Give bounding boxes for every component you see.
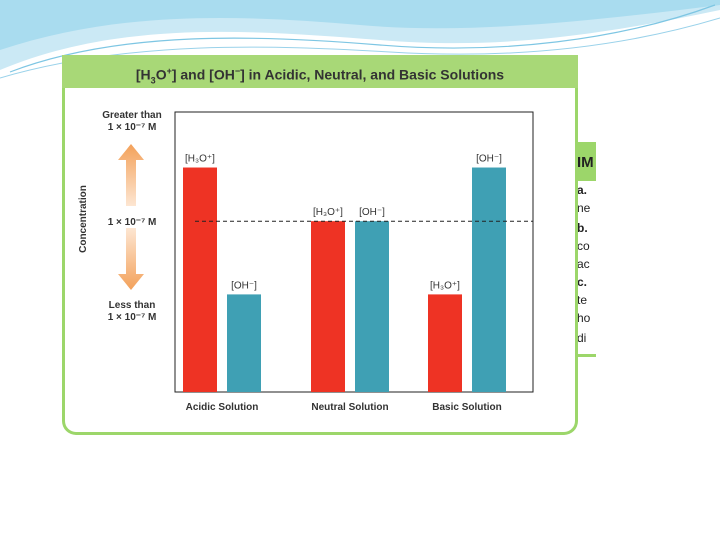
x-tick-label: Basic Solution [432,402,501,413]
concentration-bar-chart: Concentration [H₃O⁺] [OH⁻] [H₃O⁺] [OH⁻] [H₃O… [78,110,534,413]
y-tick-label: Greater than [102,110,161,121]
bar-label: [OH⁻] [231,280,257,291]
y-axis-arrow [118,144,144,290]
side-card-line: b. [577,221,588,235]
page-background-right [588,130,720,370]
bar-oh-2 [472,167,506,392]
chart-title: [H3O+] and [OH−] in Acidic, Neutral, and… [135,66,505,86]
bar-label: [H₃O⁺] [430,280,460,291]
x-tick-label: Neutral Solution [311,402,388,413]
bar-oh-0 [227,294,261,392]
side-card-line: ne [577,201,591,215]
side-card-header-text: IM [577,154,594,171]
y-axis-label: Concentration [78,185,89,253]
bar-label: [H₃O⁺] [313,207,343,218]
bar-label: [OH⁻] [476,154,502,165]
x-tick-label: Acidic Solution [186,402,259,413]
chart-title-bar: [H3O+] and [OH−] in Acidic, Neutral, and… [62,55,578,88]
bar-label: [OH⁻] [359,207,385,218]
bar-oh-1 [355,221,389,392]
side-card-line: ho [577,311,591,325]
bar-h3o-0 [183,167,217,392]
decorative-swoosh [0,0,720,79]
y-tick-label: 1 × 10⁻⁷ M [108,217,157,228]
y-tick-label: 1 × 10⁻⁷ M [108,122,157,133]
y-tick-label: Less than [109,300,156,311]
side-card-line: co [577,239,590,253]
side-card-line: te [577,293,588,307]
side-card-line: di [577,331,587,345]
bar-h3o-2 [428,294,462,392]
side-card-line: a. [577,183,588,197]
side-card-line: c. [577,275,588,289]
y-tick-label: 1 × 10⁻⁷ M [108,312,157,323]
bar-label: [H₃O⁺] [185,154,215,165]
side-card-line: ac [577,257,590,271]
bar-h3o-1 [311,221,345,392]
